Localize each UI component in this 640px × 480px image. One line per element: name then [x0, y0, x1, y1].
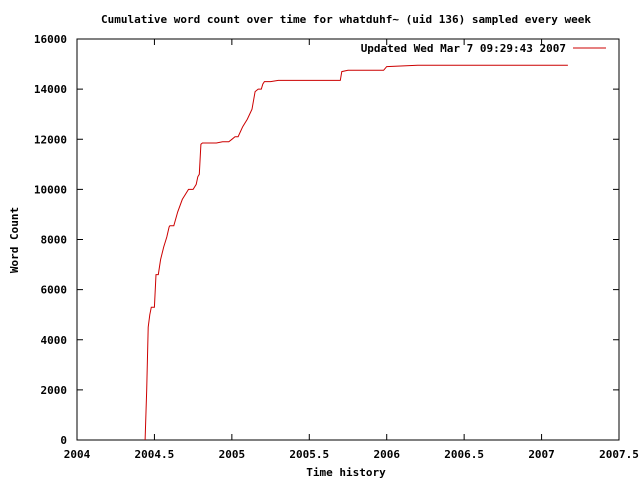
y-tick-label: 2000 — [41, 384, 68, 397]
plot-frame — [76, 38, 620, 441]
y-tick-label: 12000 — [34, 133, 67, 146]
y-axis: 0 2000 4000 6000 8000 10000 12000 14000 16000 — [34, 33, 619, 447]
x-tick-label: 2007.5 — [599, 448, 639, 461]
series-line — [144, 64, 568, 441]
x-tick-label: 2007 — [528, 448, 555, 461]
series-layer — [144, 64, 568, 441]
y-tick-label: 16000 — [34, 33, 67, 46]
x-axis: 2004 2004.5 2005 2005.5 2006 2006.5 2007 2007.5 — [64, 39, 639, 461]
chart-title: Cumulative word count over time for what… — [101, 13, 591, 26]
x-tick-label: 2004 — [64, 448, 91, 461]
y-tick-label: 6000 — [41, 284, 68, 297]
x-tick-label: 2006 — [373, 448, 400, 461]
x-tick-label: 2005 — [219, 448, 246, 461]
x-axis-label: Time history — [306, 466, 386, 479]
legend-label: Updated Wed Mar 7 09:29:43 2007 — [361, 42, 566, 55]
y-tick-label: 0 — [60, 434, 67, 447]
y-axis-label: Word Count — [8, 207, 21, 273]
x-tick-label: 2006.5 — [444, 448, 484, 461]
y-tick-label: 14000 — [34, 83, 67, 96]
y-tick-label: 4000 — [41, 334, 68, 347]
x-tick-label: 2004.5 — [135, 448, 175, 461]
y-tick-label: 8000 — [41, 234, 68, 247]
y-tick-label: 10000 — [34, 183, 67, 196]
x-tick-label: 2005.5 — [289, 448, 329, 461]
legend: Updated Wed Mar 7 09:29:43 2007 — [361, 42, 606, 55]
